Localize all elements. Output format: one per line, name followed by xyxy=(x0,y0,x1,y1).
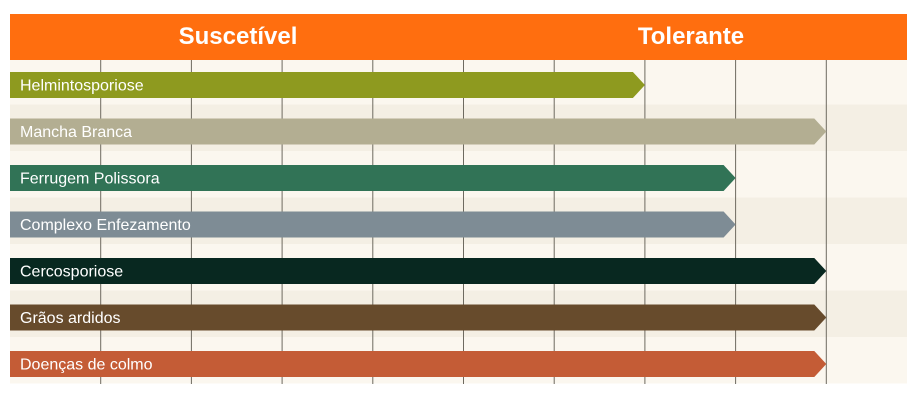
bar-5 xyxy=(10,304,827,331)
tolerant-label: Tolerante xyxy=(637,23,745,50)
susceptible-label: Suscetível xyxy=(178,23,298,50)
bar-label-4: Cercosporiose xyxy=(20,264,123,281)
bar-3 xyxy=(10,211,736,238)
bar-label-6: Doenças de colmo xyxy=(20,357,153,374)
bar-1 xyxy=(10,118,827,145)
plot-area: Helmintosporiose Mancha Branca Ferrugem Po… xyxy=(0,60,907,401)
bar-0 xyxy=(10,72,645,98)
bar-6 xyxy=(10,351,827,377)
bar-label-1: Mancha Branca xyxy=(20,124,132,141)
scale-header: Suscetível Tolerante xyxy=(10,14,907,60)
bar-label-2: Ferrugem Polissora xyxy=(20,171,160,188)
bar-label-3: Complexo Enfezamento xyxy=(20,217,191,234)
bar-2 xyxy=(10,165,736,191)
bar-4 xyxy=(10,258,827,284)
bar-label-5: Grãos ardidos xyxy=(20,310,121,327)
bars-svg: Helmintosporiose Mancha Branca Ferrugem Po… xyxy=(10,60,907,384)
bar-label-0: Helmintosporiose xyxy=(20,78,144,95)
